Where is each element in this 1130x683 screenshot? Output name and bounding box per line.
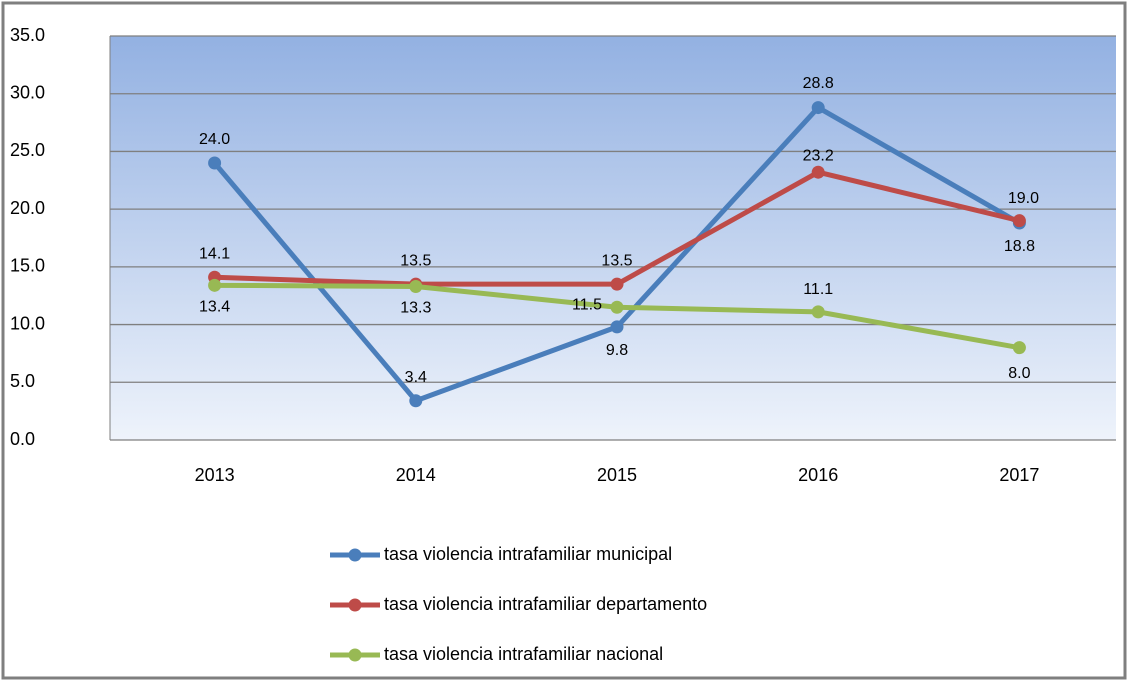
point [208, 278, 222, 292]
legend-marker [348, 548, 362, 562]
plot-area [110, 36, 1116, 440]
data-label: 28.8 [803, 75, 834, 92]
point [610, 277, 624, 291]
point [409, 394, 423, 408]
x-tick-label: 2017 [999, 465, 1039, 485]
data-label: 13.5 [601, 252, 632, 269]
legend-marker [348, 598, 362, 612]
legend-marker [348, 648, 362, 662]
point [610, 320, 624, 334]
y-tick-label: 5.0 [10, 371, 35, 391]
data-label: 13.3 [400, 300, 431, 317]
point [811, 305, 825, 319]
x-tick-label: 2013 [195, 465, 235, 485]
x-tick-label: 2016 [798, 465, 838, 485]
data-label: 23.2 [803, 147, 834, 164]
y-tick-label: 0.0 [10, 429, 35, 449]
point [208, 156, 222, 170]
point [811, 165, 825, 179]
point [1012, 341, 1026, 355]
y-tick-label: 35.0 [10, 25, 45, 45]
point [409, 279, 423, 293]
y-tick-label: 10.0 [10, 313, 45, 333]
data-label: 8.0 [1008, 365, 1030, 382]
legend-label: tasa violencia intrafamiliar departament… [384, 594, 707, 614]
point [1012, 214, 1026, 228]
x-tick-label: 2015 [597, 465, 637, 485]
data-label: 11.5 [572, 296, 602, 313]
legend-label: tasa violencia intrafamiliar nacional [384, 644, 663, 664]
y-tick-label: 25.0 [10, 140, 45, 160]
data-label: 14.1 [199, 245, 230, 262]
data-label: 18.8 [1004, 238, 1035, 255]
data-label: 19.0 [1008, 190, 1039, 207]
data-label: 11.1 [803, 281, 833, 298]
data-label: 3.4 [405, 369, 427, 386]
y-tick-label: 15.0 [10, 256, 45, 276]
point [811, 101, 825, 115]
data-label: 9.8 [606, 342, 628, 359]
point [610, 300, 624, 314]
y-tick-label: 30.0 [10, 82, 45, 102]
data-label: 13.4 [199, 299, 230, 316]
x-tick-label: 2014 [396, 465, 436, 485]
legend-label: tasa violencia intrafamiliar municipal [384, 544, 672, 564]
data-label: 24.0 [199, 131, 230, 148]
y-tick-label: 20.0 [10, 198, 45, 218]
data-label: 13.5 [400, 252, 431, 269]
